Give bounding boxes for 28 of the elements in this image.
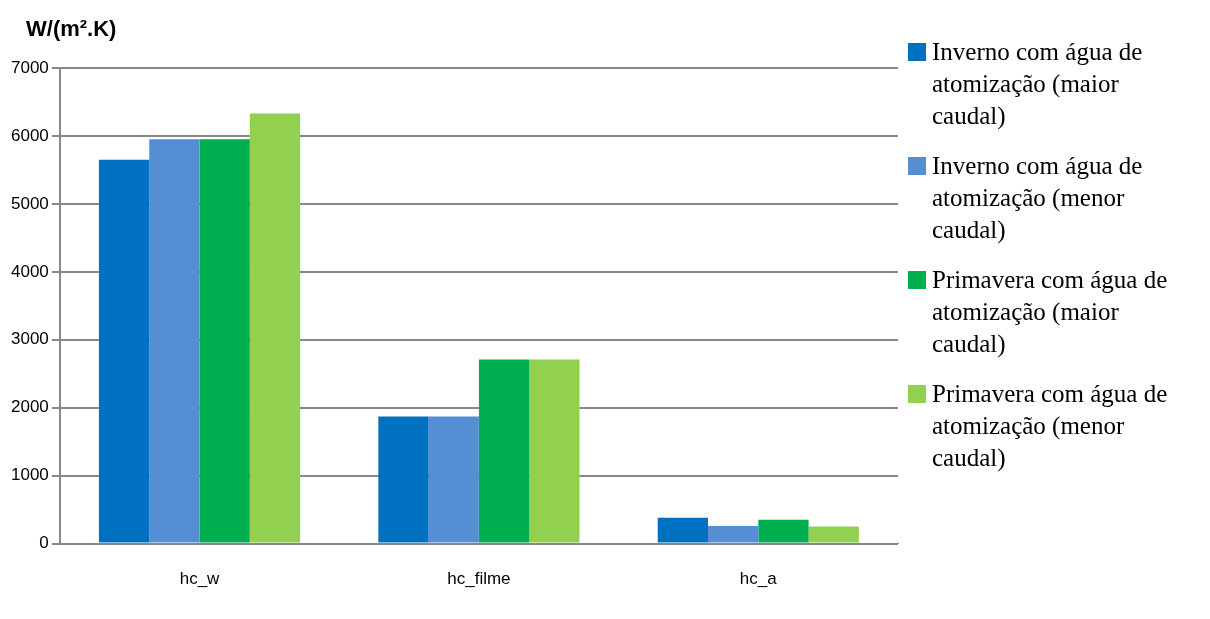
bar	[378, 416, 429, 543]
y-tick-label: 1000	[10, 465, 49, 485]
y-tick-label: 4000	[10, 261, 49, 281]
x-tick-label: hc_filme	[447, 569, 511, 589]
legend-label: Inverno com água de atomização (menor caudal)	[932, 151, 1144, 246]
bar	[758, 519, 809, 543]
bar	[249, 113, 301, 543]
bar	[98, 159, 150, 543]
legend-label: Primavera com água de atomização (maior caudal)	[932, 265, 1169, 360]
bar	[657, 517, 709, 543]
y-tick-label: 0	[39, 533, 49, 553]
bar	[808, 526, 859, 543]
y-tick-label: 2000	[10, 397, 49, 417]
y-tick-label: 6000	[10, 125, 49, 145]
y-axis-title: W/(m².K)	[26, 16, 117, 42]
bar	[428, 416, 479, 543]
x-tick-label: hc_w	[179, 569, 221, 589]
y-tick-label: 3000	[10, 329, 49, 349]
bar	[529, 359, 580, 543]
legend-label: Primavera com água de atomização (menor caudal)	[932, 379, 1169, 474]
bar	[149, 139, 200, 543]
y-tick-label: 5000	[10, 193, 49, 213]
legend-label: Inverno com água de atomização (maior caudal)	[932, 37, 1144, 132]
x-tick-label: hc_a	[739, 569, 778, 589]
bar	[478, 359, 530, 543]
bar	[708, 525, 759, 543]
bar	[199, 139, 250, 543]
y-tick-label: 7000	[10, 57, 49, 77]
